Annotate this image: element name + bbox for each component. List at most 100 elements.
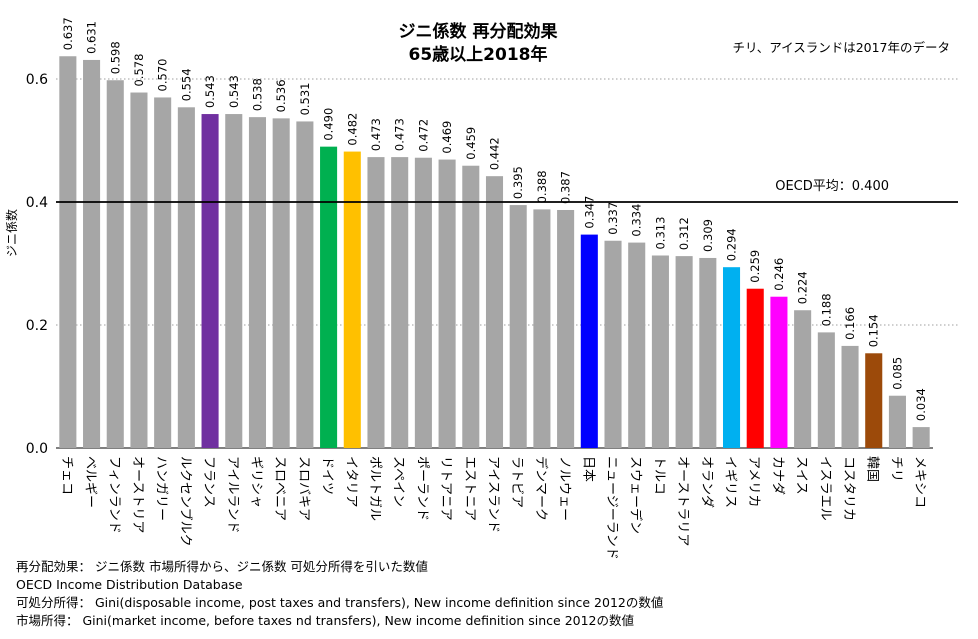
bar xyxy=(177,107,195,448)
bar xyxy=(557,209,575,448)
bar xyxy=(367,157,385,449)
y-tick-label: 0.2 xyxy=(26,318,48,334)
data-label: 0.313 xyxy=(653,217,667,250)
bar xyxy=(462,165,480,448)
data-label: 0.598 xyxy=(108,41,122,74)
data-labels: 0.637 0.631 0.598 0.578 0.570 0.554 0.543 0.543… xyxy=(61,17,928,421)
data-label: 0.442 xyxy=(488,137,502,170)
category-label: アイルランド xyxy=(225,456,240,533)
category-label: ルクセンブルク xyxy=(177,456,193,547)
category-label: フィンランド xyxy=(106,456,121,534)
data-label: 0.337 xyxy=(606,202,620,235)
category-label: スロベニア xyxy=(272,456,287,521)
bar xyxy=(912,427,930,448)
bar xyxy=(272,118,290,449)
category-label: ドイツ xyxy=(320,456,335,495)
footer-market-income: 市場所得： Gini(market income, before taxes n… xyxy=(16,613,635,628)
category-labels: チェコ ベルギー フィンランド オーストリア ハンガリー ルクセンブルク フランス アイルラン… xyxy=(59,456,927,560)
category-label: リトアニア xyxy=(438,456,453,521)
data-label: 0.034 xyxy=(914,388,928,421)
category-label: オランダ xyxy=(699,456,714,508)
category-label: スイス xyxy=(794,456,809,495)
footer-definition: 再分配効果： ジニ係数 市場所得から、ジニ係数 可処分所得を引いた数値 xyxy=(16,559,428,574)
footer-notes: 再分配効果： ジニ係数 市場所得から、ジニ係数 可処分所得を引いた数値 OECD… xyxy=(16,558,663,630)
category-label: ノルウェー xyxy=(557,456,572,521)
bar xyxy=(509,205,527,448)
category-label: オーストラリア xyxy=(675,456,690,546)
data-label: 0.538 xyxy=(250,78,264,111)
bar xyxy=(154,97,172,448)
bar xyxy=(651,255,669,448)
y-axis-label: ジニ係数 xyxy=(4,209,19,257)
data-label: 0.554 xyxy=(179,68,193,101)
data-label: 0.246 xyxy=(772,258,786,291)
data-label: 0.482 xyxy=(345,113,359,146)
data-label: 0.224 xyxy=(796,271,810,304)
oecd-average-label: OECD平均：0.400 xyxy=(775,179,889,194)
bar xyxy=(320,146,338,448)
bar xyxy=(794,310,812,448)
category-label: カナダ xyxy=(770,456,785,495)
data-label: 0.536 xyxy=(274,79,288,112)
category-label: ギリシャ xyxy=(248,456,263,508)
footer-source: OECD Income Distribution Database xyxy=(16,577,243,592)
data-label: 0.388 xyxy=(535,170,549,203)
data-label: 0.469 xyxy=(440,121,454,154)
bar xyxy=(722,267,741,448)
data-label: 0.347 xyxy=(582,196,596,229)
data-label: 0.259 xyxy=(748,250,762,283)
data-label: 0.543 xyxy=(203,75,217,108)
bar xyxy=(580,234,598,448)
bar xyxy=(865,353,883,448)
chart-note: チリ、アイスランドは2017年のデータ xyxy=(732,40,950,55)
bar xyxy=(130,92,148,448)
y-tick-label: 0.6 xyxy=(26,72,48,88)
data-label: 0.395 xyxy=(511,166,525,199)
data-label: 0.578 xyxy=(132,54,146,87)
bar xyxy=(770,296,788,448)
bar xyxy=(201,114,219,449)
y-tick-label: 0.0 xyxy=(26,441,48,457)
category-label: フランス xyxy=(201,456,216,508)
bar xyxy=(106,80,124,448)
bar xyxy=(604,240,622,448)
bar xyxy=(414,157,432,448)
category-label: チェコ xyxy=(59,456,74,495)
data-label: 0.294 xyxy=(725,228,739,261)
category-label: オーストリア xyxy=(130,456,145,533)
category-label: エストニア xyxy=(462,456,477,521)
category-label: チリ xyxy=(888,456,903,482)
chart-title: ジニ係数 再分配効果 xyxy=(399,21,558,42)
bar xyxy=(746,288,764,448)
bar xyxy=(343,151,361,448)
category-label: ポルトガル xyxy=(367,456,382,521)
category-label: トルコ xyxy=(651,456,666,495)
category-label: ラトビア xyxy=(509,456,524,508)
data-label: 0.473 xyxy=(369,118,383,151)
category-label: スペイン xyxy=(391,456,406,507)
bar xyxy=(83,59,101,449)
category-label: イタリア xyxy=(343,456,358,507)
chart-subtitle: 65歳以上2018年 xyxy=(409,44,548,65)
bar xyxy=(533,209,551,448)
bar xyxy=(225,114,243,449)
data-label: 0.570 xyxy=(156,59,170,92)
bar xyxy=(841,345,859,448)
data-label: 0.166 xyxy=(843,307,857,340)
category-label: スウェーデン xyxy=(628,456,644,534)
bar xyxy=(888,395,906,448)
category-label: メキシコ xyxy=(912,456,927,508)
bar xyxy=(296,121,314,448)
data-label: 0.334 xyxy=(630,204,644,237)
category-label: ニュージーランド xyxy=(604,456,619,560)
category-label: アメリカ xyxy=(746,456,761,507)
data-label: 0.312 xyxy=(677,217,691,250)
category-label: アイスランド xyxy=(486,456,501,533)
category-label: イギリス xyxy=(723,456,738,508)
category-label: イスラエル xyxy=(817,456,832,521)
data-label: 0.085 xyxy=(890,357,904,390)
data-label: 0.543 xyxy=(227,75,241,108)
footer-disposable-income: 可処分所得： Gini(disposable income, post taxe… xyxy=(16,595,664,610)
category-label: デンマーク xyxy=(533,456,549,521)
bar xyxy=(59,56,77,449)
